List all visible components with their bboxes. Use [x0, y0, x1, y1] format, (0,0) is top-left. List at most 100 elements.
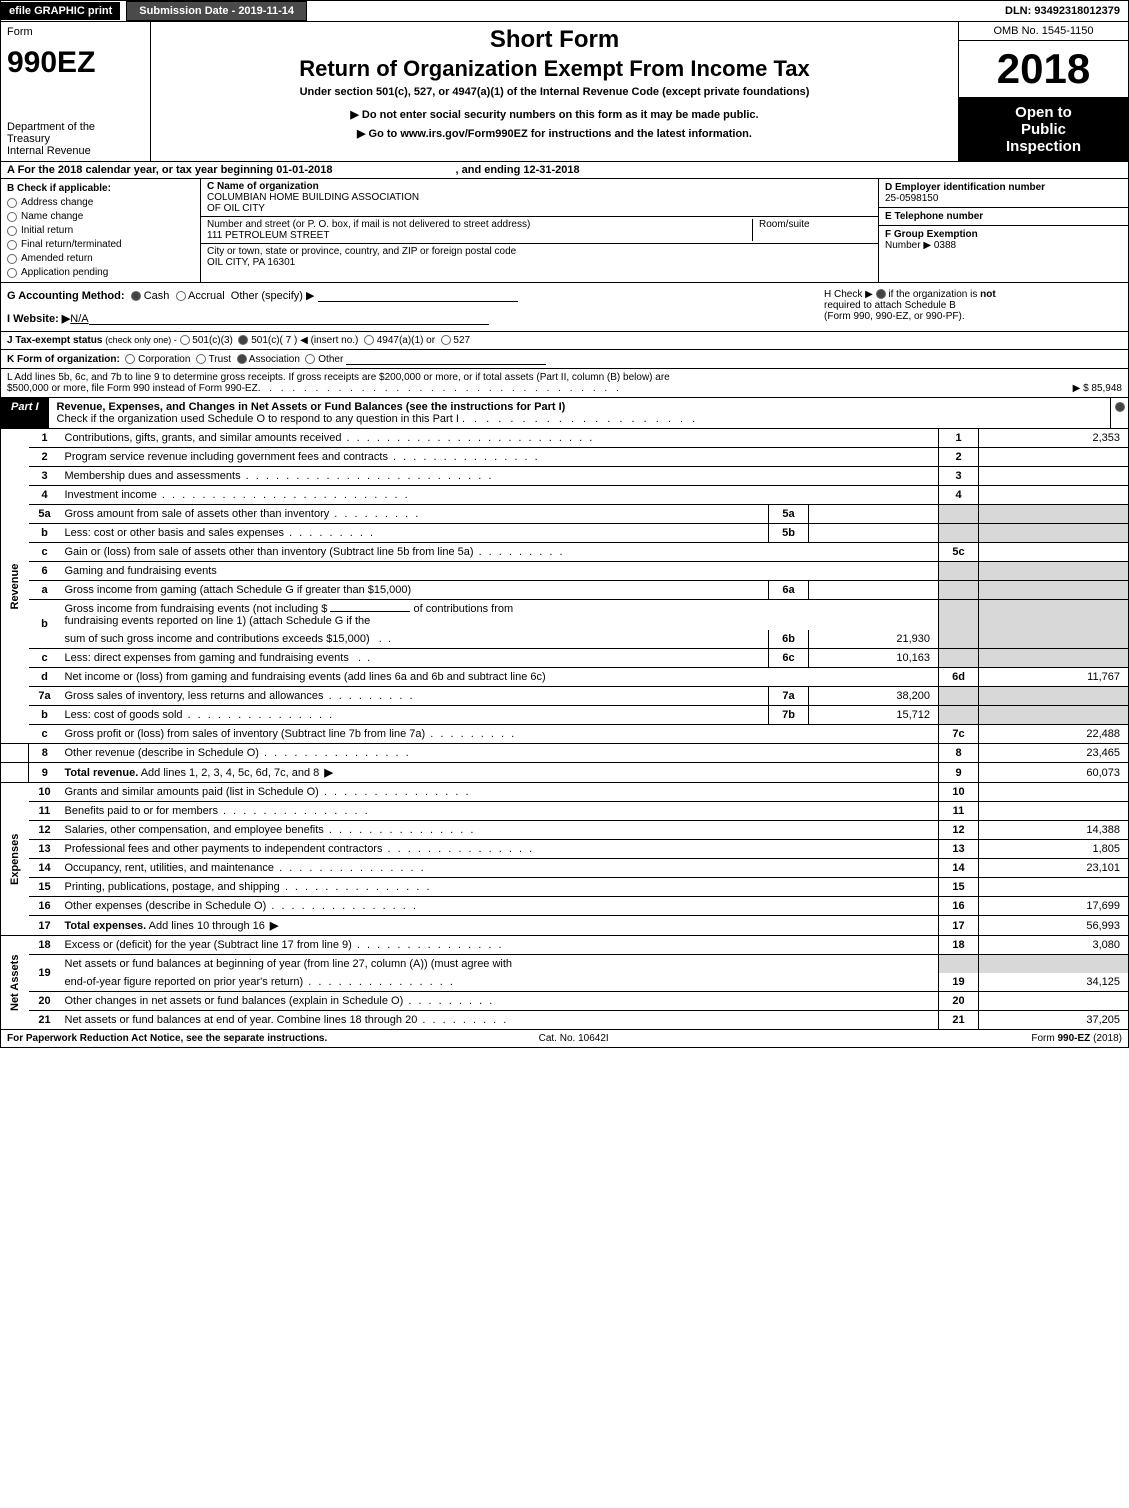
l1-rval: 2,353	[979, 429, 1129, 448]
line-6d: d Net income or (loss) from gaming and f…	[1, 668, 1129, 687]
l6b-desc2: of contributions from	[414, 603, 514, 615]
ein-value: 25-0598150	[885, 193, 1122, 204]
l9-rnum: 9	[939, 763, 979, 783]
line-7b: b Less: cost of goods sold 7b 15,712	[1, 706, 1129, 725]
k-other: Other	[318, 354, 343, 365]
g-other-blank[interactable]	[318, 290, 518, 302]
l5b-rval-shaded	[979, 524, 1129, 543]
line-10: Expenses 10 Grants and similar amounts p…	[1, 783, 1129, 802]
l10-desc: Grants and similar amounts paid (list in…	[65, 786, 471, 798]
l11-rnum: 11	[939, 802, 979, 821]
chk-address-change[interactable]: Address change	[7, 197, 194, 208]
l6d-rnum: 6d	[939, 668, 979, 687]
l5c-rnum: 5c	[939, 543, 979, 562]
radio-h-check[interactable]	[876, 289, 886, 299]
l11-rval	[979, 802, 1129, 821]
chk-initial-return[interactable]: Initial return	[7, 225, 194, 236]
radio-accrual[interactable]	[176, 291, 186, 301]
radio-other[interactable]	[305, 354, 315, 364]
radio-assoc[interactable]	[237, 354, 247, 364]
l7a-rval-shaded	[979, 687, 1129, 706]
radio-corp[interactable]	[125, 354, 135, 364]
line-6b-2: sum of such gross income and contributio…	[1, 630, 1129, 649]
chk-final-return[interactable]: Final return/terminated	[7, 239, 194, 250]
h-label: H Check ▶	[824, 289, 873, 300]
l2-rval	[979, 448, 1129, 467]
radio-4947[interactable]	[364, 335, 374, 345]
l7a-mval: 38,200	[809, 687, 939, 706]
chk-application-pending[interactable]: Application pending	[7, 267, 194, 278]
row-gh: G Accounting Method: Cash Accrual Other …	[0, 283, 1129, 332]
l10-rval	[979, 783, 1129, 802]
l5c-rval	[979, 543, 1129, 562]
chk-label-5: Application pending	[21, 267, 108, 278]
dln: DLN: 93492318012379	[997, 2, 1128, 20]
l6-rval-shaded	[979, 562, 1129, 581]
l3-rnum: 3	[939, 467, 979, 486]
l8-rnum: 8	[939, 744, 979, 763]
h-text1: if the organization is	[888, 289, 977, 300]
k-assoc: Association	[249, 354, 300, 365]
chk-name-change[interactable]: Name change	[7, 211, 194, 222]
radio-501c3[interactable]	[180, 335, 190, 345]
l6c-rnum-shaded	[939, 649, 979, 668]
l7a-rnum-shaded	[939, 687, 979, 706]
do-not-enter: ▶ Do not enter social security numbers o…	[159, 108, 950, 121]
group-exempt-number-label: Number ▶	[885, 240, 931, 251]
checkbox-icon[interactable]	[7, 268, 17, 278]
row-a-ending: , and ending 12-31-2018	[456, 164, 580, 176]
l14-rval: 23,101	[979, 859, 1129, 878]
l7c-rval: 22,488	[979, 725, 1129, 744]
chk-amended-return[interactable]: Amended return	[7, 253, 194, 264]
open-to-line1: Open to	[959, 104, 1128, 121]
line-20: 20 Other changes in net assets or fund b…	[1, 992, 1129, 1011]
side-blank-9	[1, 763, 29, 783]
part1-label: Part I	[1, 398, 49, 428]
g-other: Other (specify) ▶	[231, 290, 315, 302]
ein-label: D Employer identification number	[885, 182, 1122, 193]
efile-graphic-print[interactable]: efile GRAPHIC print	[1, 2, 120, 20]
l20-rnum: 20	[939, 992, 979, 1011]
l11-num: 11	[29, 802, 61, 821]
l8-num: 8	[29, 744, 61, 763]
radio-trust[interactable]	[196, 354, 206, 364]
checkbox-icon[interactable]	[7, 226, 17, 236]
l4-rnum: 4	[939, 486, 979, 505]
checkbox-icon[interactable]	[7, 212, 17, 222]
checkbox-icon[interactable]	[7, 198, 17, 208]
l6-desc: Gaming and fundraising events	[65, 565, 217, 577]
k-other-blank[interactable]	[346, 353, 546, 365]
top-bar: efile GRAPHIC print Submission Date - 20…	[0, 0, 1129, 22]
header-center: Short Form Return of Organization Exempt…	[151, 22, 958, 161]
l9-desc-text: Add lines 1, 2, 3, 4, 5c, 6d, 7c, and 8	[141, 767, 320, 779]
l15-rval	[979, 878, 1129, 897]
checkbox-icon[interactable]	[7, 240, 17, 250]
dept-line2: Treasury	[7, 133, 144, 145]
h-not: not	[980, 289, 996, 300]
l5b-num: b	[29, 524, 61, 543]
city-label: City or town, state or province, country…	[207, 246, 872, 257]
l-text2: $500,000 or more, file Form 990 instead …	[7, 383, 258, 394]
radio-501c[interactable]	[238, 335, 248, 345]
street-address: 111 PETROLEUM STREET	[207, 230, 752, 241]
l7b-rval-shaded	[979, 706, 1129, 725]
line-8: 8 Other revenue (describe in Schedule O)…	[1, 744, 1129, 763]
l13-rnum: 13	[939, 840, 979, 859]
radio-527[interactable]	[441, 335, 451, 345]
h-text2: required to attach Schedule B	[824, 300, 956, 311]
l7b-rnum-shaded	[939, 706, 979, 725]
radio-cash[interactable]	[131, 291, 141, 301]
l6b-blank[interactable]	[330, 611, 410, 612]
h-text3: (Form 990, 990-EZ, or 990-PF).	[824, 311, 965, 322]
section-f: F Group Exemption Number ▶ 0388	[879, 226, 1128, 282]
line-6a: a Gross income from gaming (attach Sched…	[1, 581, 1129, 600]
part1-checkbox[interactable]	[1110, 398, 1128, 428]
line-19a: 19 Net assets or fund balances at beginn…	[1, 955, 1129, 974]
go-to-link[interactable]: ▶ Go to www.irs.gov/Form990EZ for instru…	[159, 127, 950, 140]
checkbox-icon[interactable]	[1115, 402, 1125, 412]
city-value: OIL CITY, PA 16301	[207, 257, 872, 268]
checkbox-icon[interactable]	[7, 254, 17, 264]
l20-desc: Other changes in net assets or fund bala…	[65, 995, 495, 1007]
header-right: OMB No. 1545-1150 2018 Open to Public In…	[958, 22, 1128, 161]
line-5a: 5a Gross amount from sale of assets othe…	[1, 505, 1129, 524]
